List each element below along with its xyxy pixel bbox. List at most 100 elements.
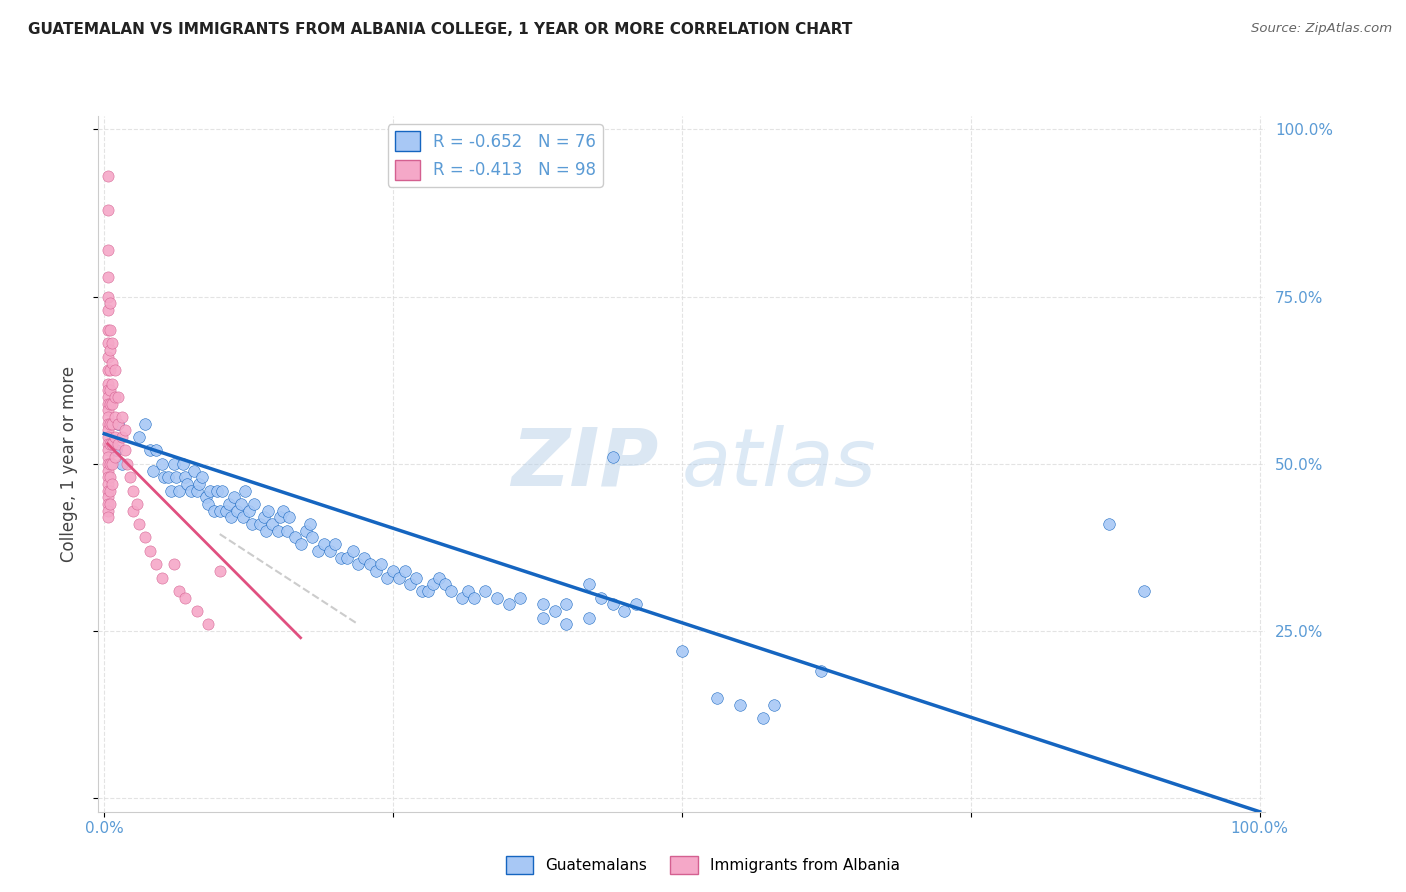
Point: [122, 483, 145, 498]
Point: [330, 550, 353, 565]
Point: [101, 336, 124, 351]
Point: [578, 577, 600, 591]
Point: [97, 483, 120, 498]
Point: [104, 410, 127, 425]
Point: [98, 343, 121, 358]
Point: [602, 450, 624, 465]
Point: [388, 571, 411, 585]
Point: [226, 503, 249, 517]
Legend: Guatemalans, Immigrants from Albania: Guatemalans, Immigrants from Albania: [499, 850, 907, 880]
Point: [97, 497, 120, 511]
Point: [602, 598, 624, 612]
Point: [97, 202, 120, 217]
Point: [97, 336, 120, 351]
Point: [101, 437, 124, 451]
Point: [97, 430, 120, 444]
Point: [104, 390, 127, 404]
Point: [427, 571, 450, 585]
Point: [509, 591, 531, 605]
Point: [218, 497, 240, 511]
Point: [295, 524, 318, 538]
Point: [98, 363, 121, 377]
Point: [271, 503, 294, 517]
Point: [253, 510, 276, 524]
Point: [752, 711, 775, 725]
Point: [134, 530, 156, 544]
Point: [97, 403, 120, 417]
Point: [208, 503, 231, 517]
Point: [240, 517, 263, 532]
Point: [763, 698, 786, 712]
Point: [375, 571, 398, 585]
Point: [254, 524, 277, 538]
Point: [183, 464, 205, 478]
Point: [197, 617, 219, 632]
Point: [544, 604, 567, 618]
Point: [211, 483, 233, 498]
Point: [142, 464, 165, 478]
Point: [347, 557, 370, 572]
Point: [101, 397, 124, 411]
Point: [202, 503, 225, 517]
Point: [434, 577, 457, 591]
Point: [107, 417, 129, 431]
Point: [107, 437, 129, 451]
Point: [457, 584, 479, 599]
Point: [174, 470, 197, 484]
Point: [307, 544, 329, 558]
Point: [243, 497, 266, 511]
Point: [555, 598, 578, 612]
Point: [486, 591, 509, 605]
Text: ZIP: ZIP: [512, 425, 658, 503]
Text: atlas: atlas: [682, 425, 877, 503]
Point: [156, 470, 179, 484]
Point: [98, 296, 121, 310]
Point: [342, 544, 364, 558]
Point: [98, 497, 121, 511]
Point: [498, 598, 520, 612]
Point: [97, 390, 120, 404]
Point: [104, 450, 127, 465]
Point: [229, 497, 252, 511]
Point: [200, 483, 222, 498]
Point: [101, 417, 124, 431]
Point: [97, 437, 120, 451]
Point: [97, 491, 120, 505]
Point: [370, 557, 392, 572]
Point: [531, 598, 554, 612]
Point: [139, 443, 162, 458]
Point: [301, 530, 323, 544]
Point: [114, 443, 136, 458]
Point: [97, 510, 120, 524]
Point: [290, 537, 312, 551]
Point: [440, 584, 463, 599]
Point: [165, 470, 187, 484]
Point: [336, 550, 359, 565]
Point: [1098, 517, 1121, 532]
Point: [125, 497, 148, 511]
Point: [269, 510, 291, 524]
Point: [180, 483, 202, 498]
Point: [98, 323, 121, 337]
Point: [118, 470, 141, 484]
Point: [191, 470, 214, 484]
Point: [382, 564, 405, 578]
Point: [101, 376, 124, 391]
Point: [671, 644, 693, 658]
Point: [364, 564, 387, 578]
Point: [278, 510, 301, 524]
Point: [187, 477, 209, 491]
Point: [97, 376, 120, 391]
Point: [214, 503, 236, 517]
Point: [706, 690, 728, 705]
Point: [110, 430, 132, 444]
Point: [207, 483, 229, 498]
Point: [208, 564, 231, 578]
Point: [97, 417, 120, 431]
Point: [162, 557, 184, 572]
Text: Source: ZipAtlas.com: Source: ZipAtlas.com: [1251, 22, 1392, 36]
Point: [266, 524, 288, 538]
Point: [257, 503, 280, 517]
Point: [221, 510, 243, 524]
Point: [249, 517, 271, 532]
